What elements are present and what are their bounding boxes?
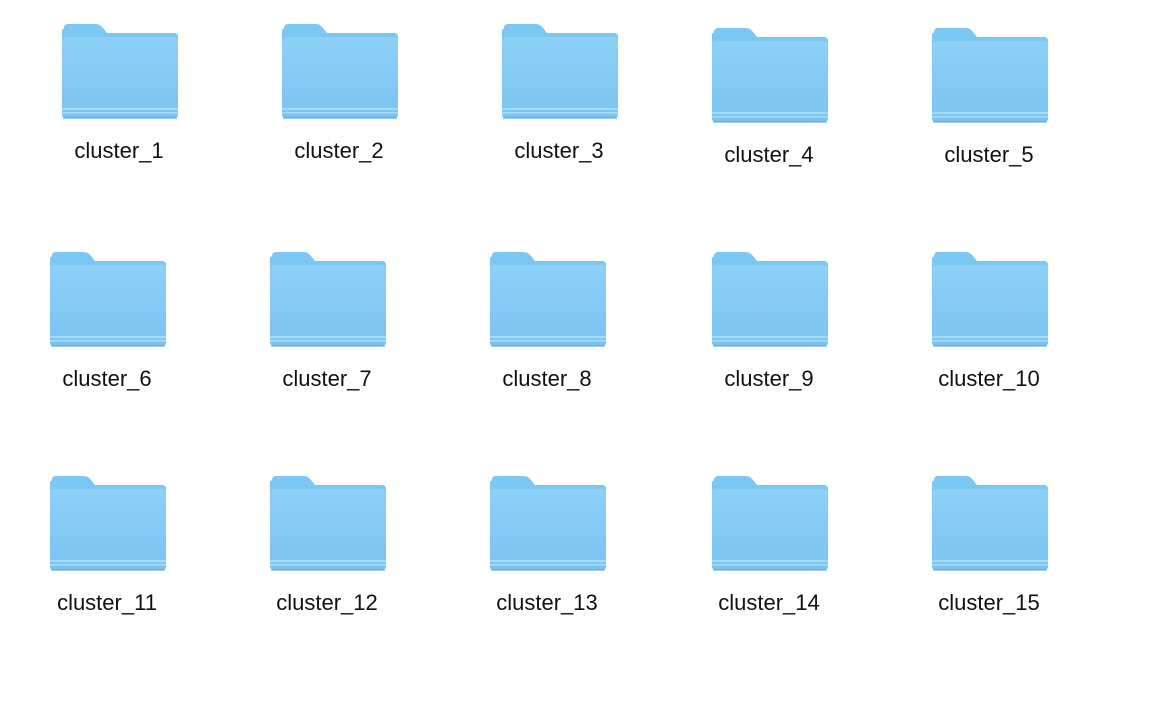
folder-item[interactable]: cluster_5 xyxy=(904,4,1074,184)
folder-label: cluster_10 xyxy=(938,366,1040,391)
folder-icon xyxy=(270,252,386,347)
folder-label: cluster_11 xyxy=(57,590,157,615)
folder-label: cluster_6 xyxy=(62,366,152,391)
folder-label: cluster_12 xyxy=(276,590,378,615)
folder-icon xyxy=(502,24,618,119)
folder-label: cluster_8 xyxy=(502,366,592,391)
folder-label: cluster_13 xyxy=(496,590,598,615)
folder-icon xyxy=(712,28,828,123)
folder-label: cluster_4 xyxy=(724,142,814,167)
folder-icon xyxy=(712,476,828,571)
folder-icon xyxy=(932,476,1048,571)
folder-item[interactable]: cluster_2 xyxy=(254,0,424,180)
folder-icon xyxy=(712,252,828,347)
folder-icon xyxy=(270,476,386,571)
folder-label: cluster_5 xyxy=(944,142,1034,167)
folder-item[interactable]: cluster_14 xyxy=(684,452,854,632)
folder-item[interactable]: cluster_10 xyxy=(904,228,1074,408)
folder-icon xyxy=(490,476,606,571)
folder-icon xyxy=(62,24,178,119)
folder-label: cluster_1 xyxy=(74,138,164,163)
folder-label: cluster_7 xyxy=(282,366,372,391)
folder-item[interactable]: cluster_3 xyxy=(474,0,644,180)
folder-item[interactable]: cluster_11 xyxy=(22,452,192,632)
folder-label: cluster_9 xyxy=(724,366,814,391)
folder-label: cluster_3 xyxy=(514,138,604,163)
folder-item[interactable]: cluster_12 xyxy=(242,452,412,632)
folder-item[interactable]: cluster_1 xyxy=(34,0,204,180)
folder-icon xyxy=(932,252,1048,347)
folder-label: cluster_14 xyxy=(718,590,820,615)
folder-icon xyxy=(282,24,398,119)
folder-icon xyxy=(490,252,606,347)
folder-item[interactable]: cluster_7 xyxy=(242,228,412,408)
folder-item[interactable]: cluster_15 xyxy=(904,452,1074,632)
folder-item[interactable]: cluster_8 xyxy=(462,228,632,408)
folder-label: cluster_15 xyxy=(938,590,1040,615)
folder-item[interactable]: cluster_4 xyxy=(684,4,854,184)
folder-item[interactable]: cluster_13 xyxy=(462,452,632,632)
folder-item[interactable]: cluster_9 xyxy=(684,228,854,408)
folder-icon xyxy=(932,28,1048,123)
folder-icon xyxy=(50,252,166,347)
folder-item[interactable]: cluster_6 xyxy=(22,228,192,408)
folder-icon xyxy=(50,476,166,571)
folder-label: cluster_2 xyxy=(294,138,384,163)
